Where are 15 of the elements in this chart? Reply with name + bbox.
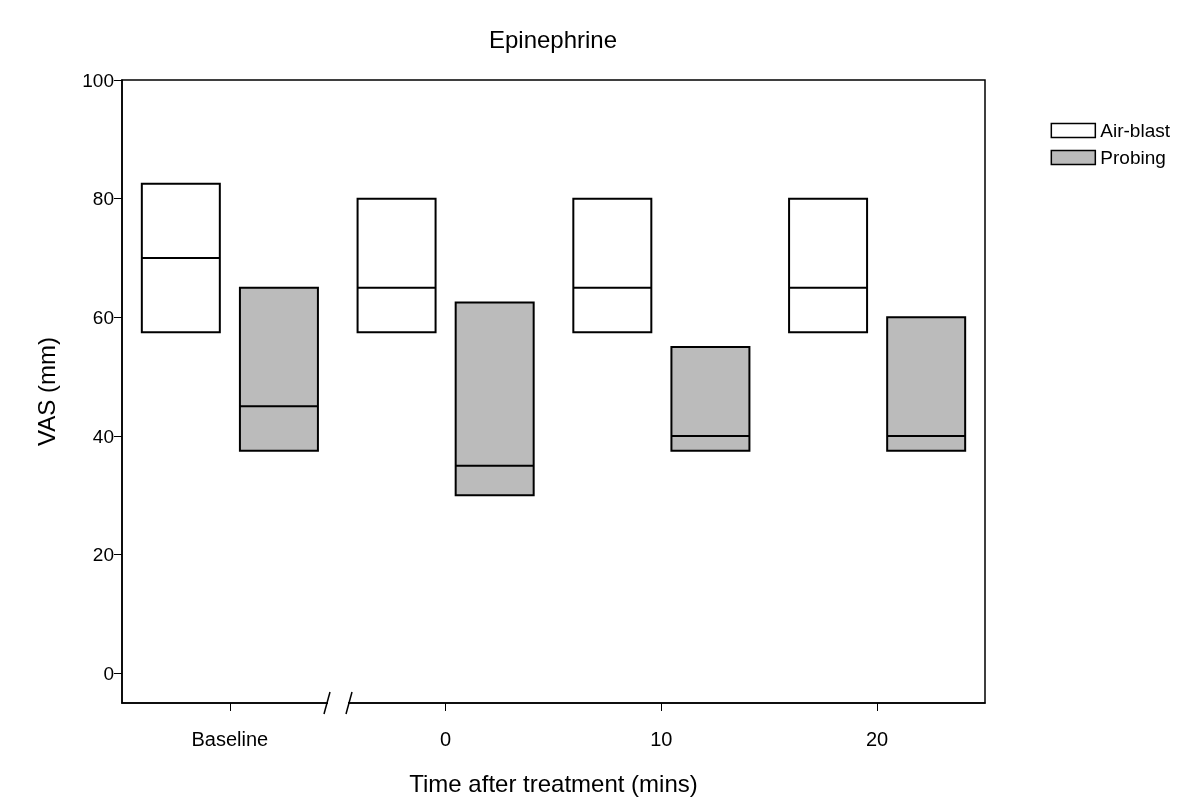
x-tick-label: 0 [440,728,452,750]
legend-label: Air-blast [1100,120,1171,141]
y-tick-label: 20 [92,544,114,566]
y-tick-label: 100 [82,69,114,91]
y-tick-label: 0 [103,662,114,684]
x-tick-label: 20 [866,728,889,750]
legend-label: Probing [1100,147,1166,168]
y-axis-title: VAS (mm) [32,337,60,446]
y-tick-label: 40 [92,425,114,447]
x-tick-label: 10 [650,728,673,750]
chart-title: Epinephrine [488,25,618,53]
y-tick-label: 80 [92,188,114,210]
y-tick-label: 60 [92,306,114,328]
x-axis-title: Time after treatment (mins) [409,769,698,797]
x-tick-label: Baseline [191,728,269,750]
